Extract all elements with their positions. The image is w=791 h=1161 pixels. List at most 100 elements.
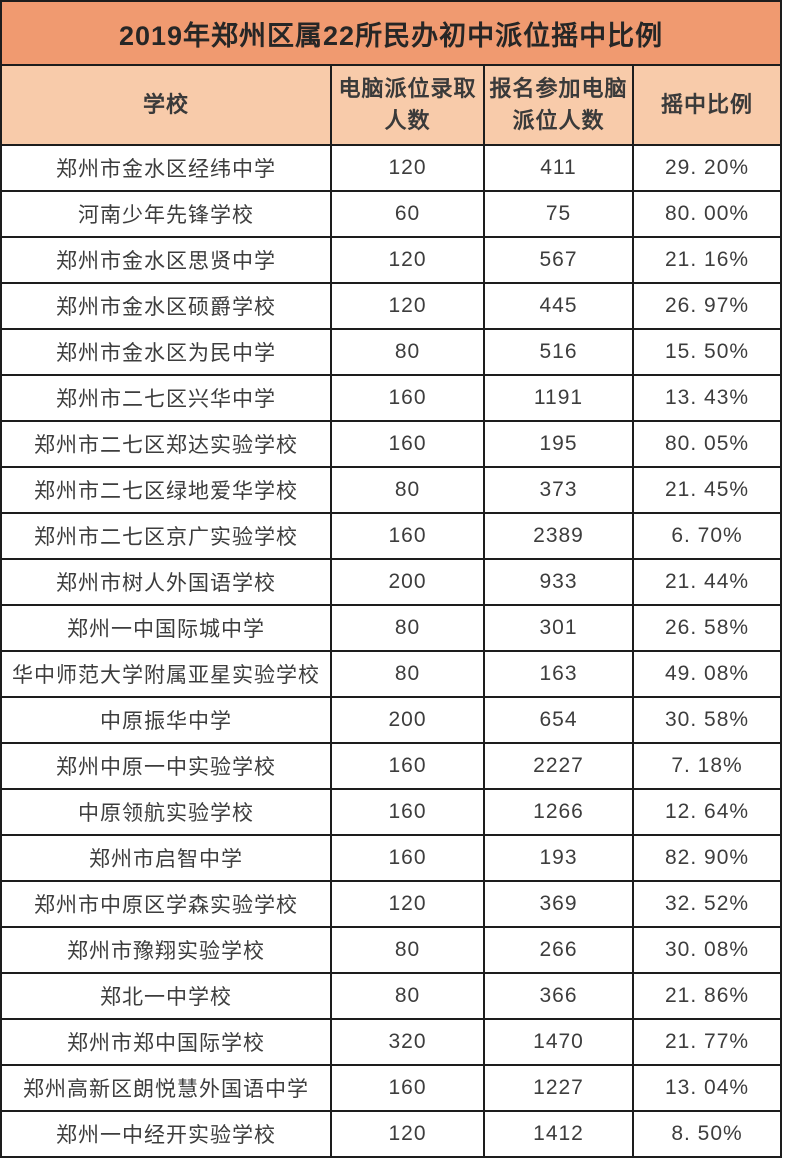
column-header-ratio: 摇中比例: [631, 64, 783, 146]
table-body: 郑州市金水区经纬中学 120 411 29. 20% 河南少年先锋学校 60 7…: [0, 144, 783, 1158]
applicant-count-cell: 2389: [483, 512, 634, 560]
applicant-count-cell: 445: [483, 282, 634, 330]
ratio-cell: 21. 45%: [631, 466, 783, 514]
admitted-count-cell: 120: [330, 144, 485, 192]
table-row: 郑州一中经开实验学校 120 1412 8. 50%: [0, 1110, 783, 1158]
ratio-cell: 8. 50%: [631, 1110, 783, 1158]
applicant-count-cell: 1470: [483, 1018, 634, 1066]
table-row: 郑州市启智中学 160 193 82. 90%: [0, 834, 783, 882]
applicant-count-cell: 163: [483, 650, 634, 698]
table-title: 2019年郑州区属22所民办初中派位摇中比例: [0, 0, 783, 66]
school-name-cell: 中原振华中学: [0, 696, 332, 744]
table-row: 华中师范大学附属亚星实验学校 80 163 49. 08%: [0, 650, 783, 698]
ratio-cell: 30. 08%: [631, 926, 783, 974]
school-name-cell: 郑州市豫翔实验学校: [0, 926, 332, 974]
school-name-cell: 河南少年先锋学校: [0, 190, 332, 238]
ratio-cell: 26. 58%: [631, 604, 783, 652]
applicant-count-cell: 516: [483, 328, 634, 376]
column-header-school: 学校: [0, 64, 332, 146]
school-name-cell: 郑州高新区朗悦慧外国语中学: [0, 1064, 332, 1112]
ratio-cell: 13. 04%: [631, 1064, 783, 1112]
ratio-cell: 49. 08%: [631, 650, 783, 698]
title-row: 2019年郑州区属22所民办初中派位摇中比例: [0, 0, 783, 66]
ratio-cell: 6. 70%: [631, 512, 783, 560]
table-row: 郑州市金水区为民中学 80 516 15. 50%: [0, 328, 783, 376]
table-row: 郑州市郑中国际学校 320 1470 21. 77%: [0, 1018, 783, 1066]
admitted-count-cell: 120: [330, 1110, 485, 1158]
admitted-count-cell: 80: [330, 604, 485, 652]
admitted-count-cell: 120: [330, 282, 485, 330]
ratio-cell: 80. 05%: [631, 420, 783, 468]
table-row: 郑州一中国际城中学 80 301 26. 58%: [0, 604, 783, 652]
admitted-count-cell: 80: [330, 926, 485, 974]
applicant-count-cell: 1266: [483, 788, 634, 836]
ratio-cell: 21. 77%: [631, 1018, 783, 1066]
column-header-row: 学校 电脑派位录取 人数 报名参加电脑 派位人数 摇中比例: [0, 64, 783, 146]
table-row: 郑州市金水区思贤中学 120 567 21. 16%: [0, 236, 783, 284]
applicant-count-cell: 75: [483, 190, 634, 238]
table-row: 郑州市金水区硕爵学校 120 445 26. 97%: [0, 282, 783, 330]
school-name-cell: 郑州市二七区兴华中学: [0, 374, 332, 422]
table-row: 中原领航实验学校 160 1266 12. 64%: [0, 788, 783, 836]
ratio-cell: 13. 43%: [631, 374, 783, 422]
ratio-cell: 32. 52%: [631, 880, 783, 928]
school-name-cell: 郑州市二七区郑达实验学校: [0, 420, 332, 468]
admitted-count-cell: 160: [330, 420, 485, 468]
applicant-count-cell: 411: [483, 144, 634, 192]
ratio-cell: 21. 16%: [631, 236, 783, 284]
applicant-count-cell: 301: [483, 604, 634, 652]
school-name-cell: 郑州市金水区为民中学: [0, 328, 332, 376]
school-name-cell: 中原领航实验学校: [0, 788, 332, 836]
admitted-count-cell: 160: [330, 374, 485, 422]
school-name-cell: 郑州市金水区经纬中学: [0, 144, 332, 192]
ratio-cell: 82. 90%: [631, 834, 783, 882]
admitted-count-cell: 80: [330, 650, 485, 698]
applicant-count-cell: 373: [483, 466, 634, 514]
ratio-cell: 12. 64%: [631, 788, 783, 836]
school-name-cell: 郑州市郑中国际学校: [0, 1018, 332, 1066]
admitted-count-cell: 200: [330, 558, 485, 606]
school-name-cell: 华中师范大学附属亚星实验学校: [0, 650, 332, 698]
school-name-cell: 郑州市金水区硕爵学校: [0, 282, 332, 330]
column-header-applicant-count: 报名参加电脑 派位人数: [483, 64, 634, 146]
ratio-cell: 29. 20%: [631, 144, 783, 192]
admitted-count-cell: 80: [330, 328, 485, 376]
admitted-count-cell: 80: [330, 972, 485, 1020]
applicant-count-cell: 1227: [483, 1064, 634, 1112]
admitted-count-cell: 60: [330, 190, 485, 238]
ratio-cell: 7. 18%: [631, 742, 783, 790]
applicant-count-cell: 567: [483, 236, 634, 284]
ratio-cell: 15. 50%: [631, 328, 783, 376]
admitted-count-cell: 160: [330, 742, 485, 790]
ratio-cell: 30. 58%: [631, 696, 783, 744]
applicant-count-cell: 366: [483, 972, 634, 1020]
admitted-count-cell: 160: [330, 834, 485, 882]
school-name-cell: 郑州一中经开实验学校: [0, 1110, 332, 1158]
school-name-cell: 郑州市二七区绿地爱华学校: [0, 466, 332, 514]
table-row: 郑州市豫翔实验学校 80 266 30. 08%: [0, 926, 783, 974]
school-name-cell: 郑北一中学校: [0, 972, 332, 1020]
table-row: 中原振华中学 200 654 30. 58%: [0, 696, 783, 744]
admitted-count-cell: 160: [330, 512, 485, 560]
table-row: 郑州市树人外国语学校 200 933 21. 44%: [0, 558, 783, 606]
admitted-count-cell: 200: [330, 696, 485, 744]
ratio-cell: 21. 86%: [631, 972, 783, 1020]
applicant-count-cell: 266: [483, 926, 634, 974]
table-row: 郑州市二七区兴华中学 160 1191 13. 43%: [0, 374, 783, 422]
school-name-cell: 郑州市启智中学: [0, 834, 332, 882]
table-row: 河南少年先锋学校 60 75 80. 00%: [0, 190, 783, 238]
applicant-count-cell: 195: [483, 420, 634, 468]
table-row: 郑州市二七区京广实验学校 160 2389 6. 70%: [0, 512, 783, 560]
admitted-count-cell: 320: [330, 1018, 485, 1066]
applicant-count-cell: 654: [483, 696, 634, 744]
ratio-cell: 21. 44%: [631, 558, 783, 606]
admitted-count-cell: 120: [330, 236, 485, 284]
applicant-count-cell: 2227: [483, 742, 634, 790]
table-row: 郑州市二七区绿地爱华学校 80 373 21. 45%: [0, 466, 783, 514]
table-row: 郑北一中学校 80 366 21. 86%: [0, 972, 783, 1020]
table-row: 郑州市二七区郑达实验学校 160 195 80. 05%: [0, 420, 783, 468]
column-header-admitted-count: 电脑派位录取 人数: [330, 64, 485, 146]
table-row: 郑州市金水区经纬中学 120 411 29. 20%: [0, 144, 783, 192]
